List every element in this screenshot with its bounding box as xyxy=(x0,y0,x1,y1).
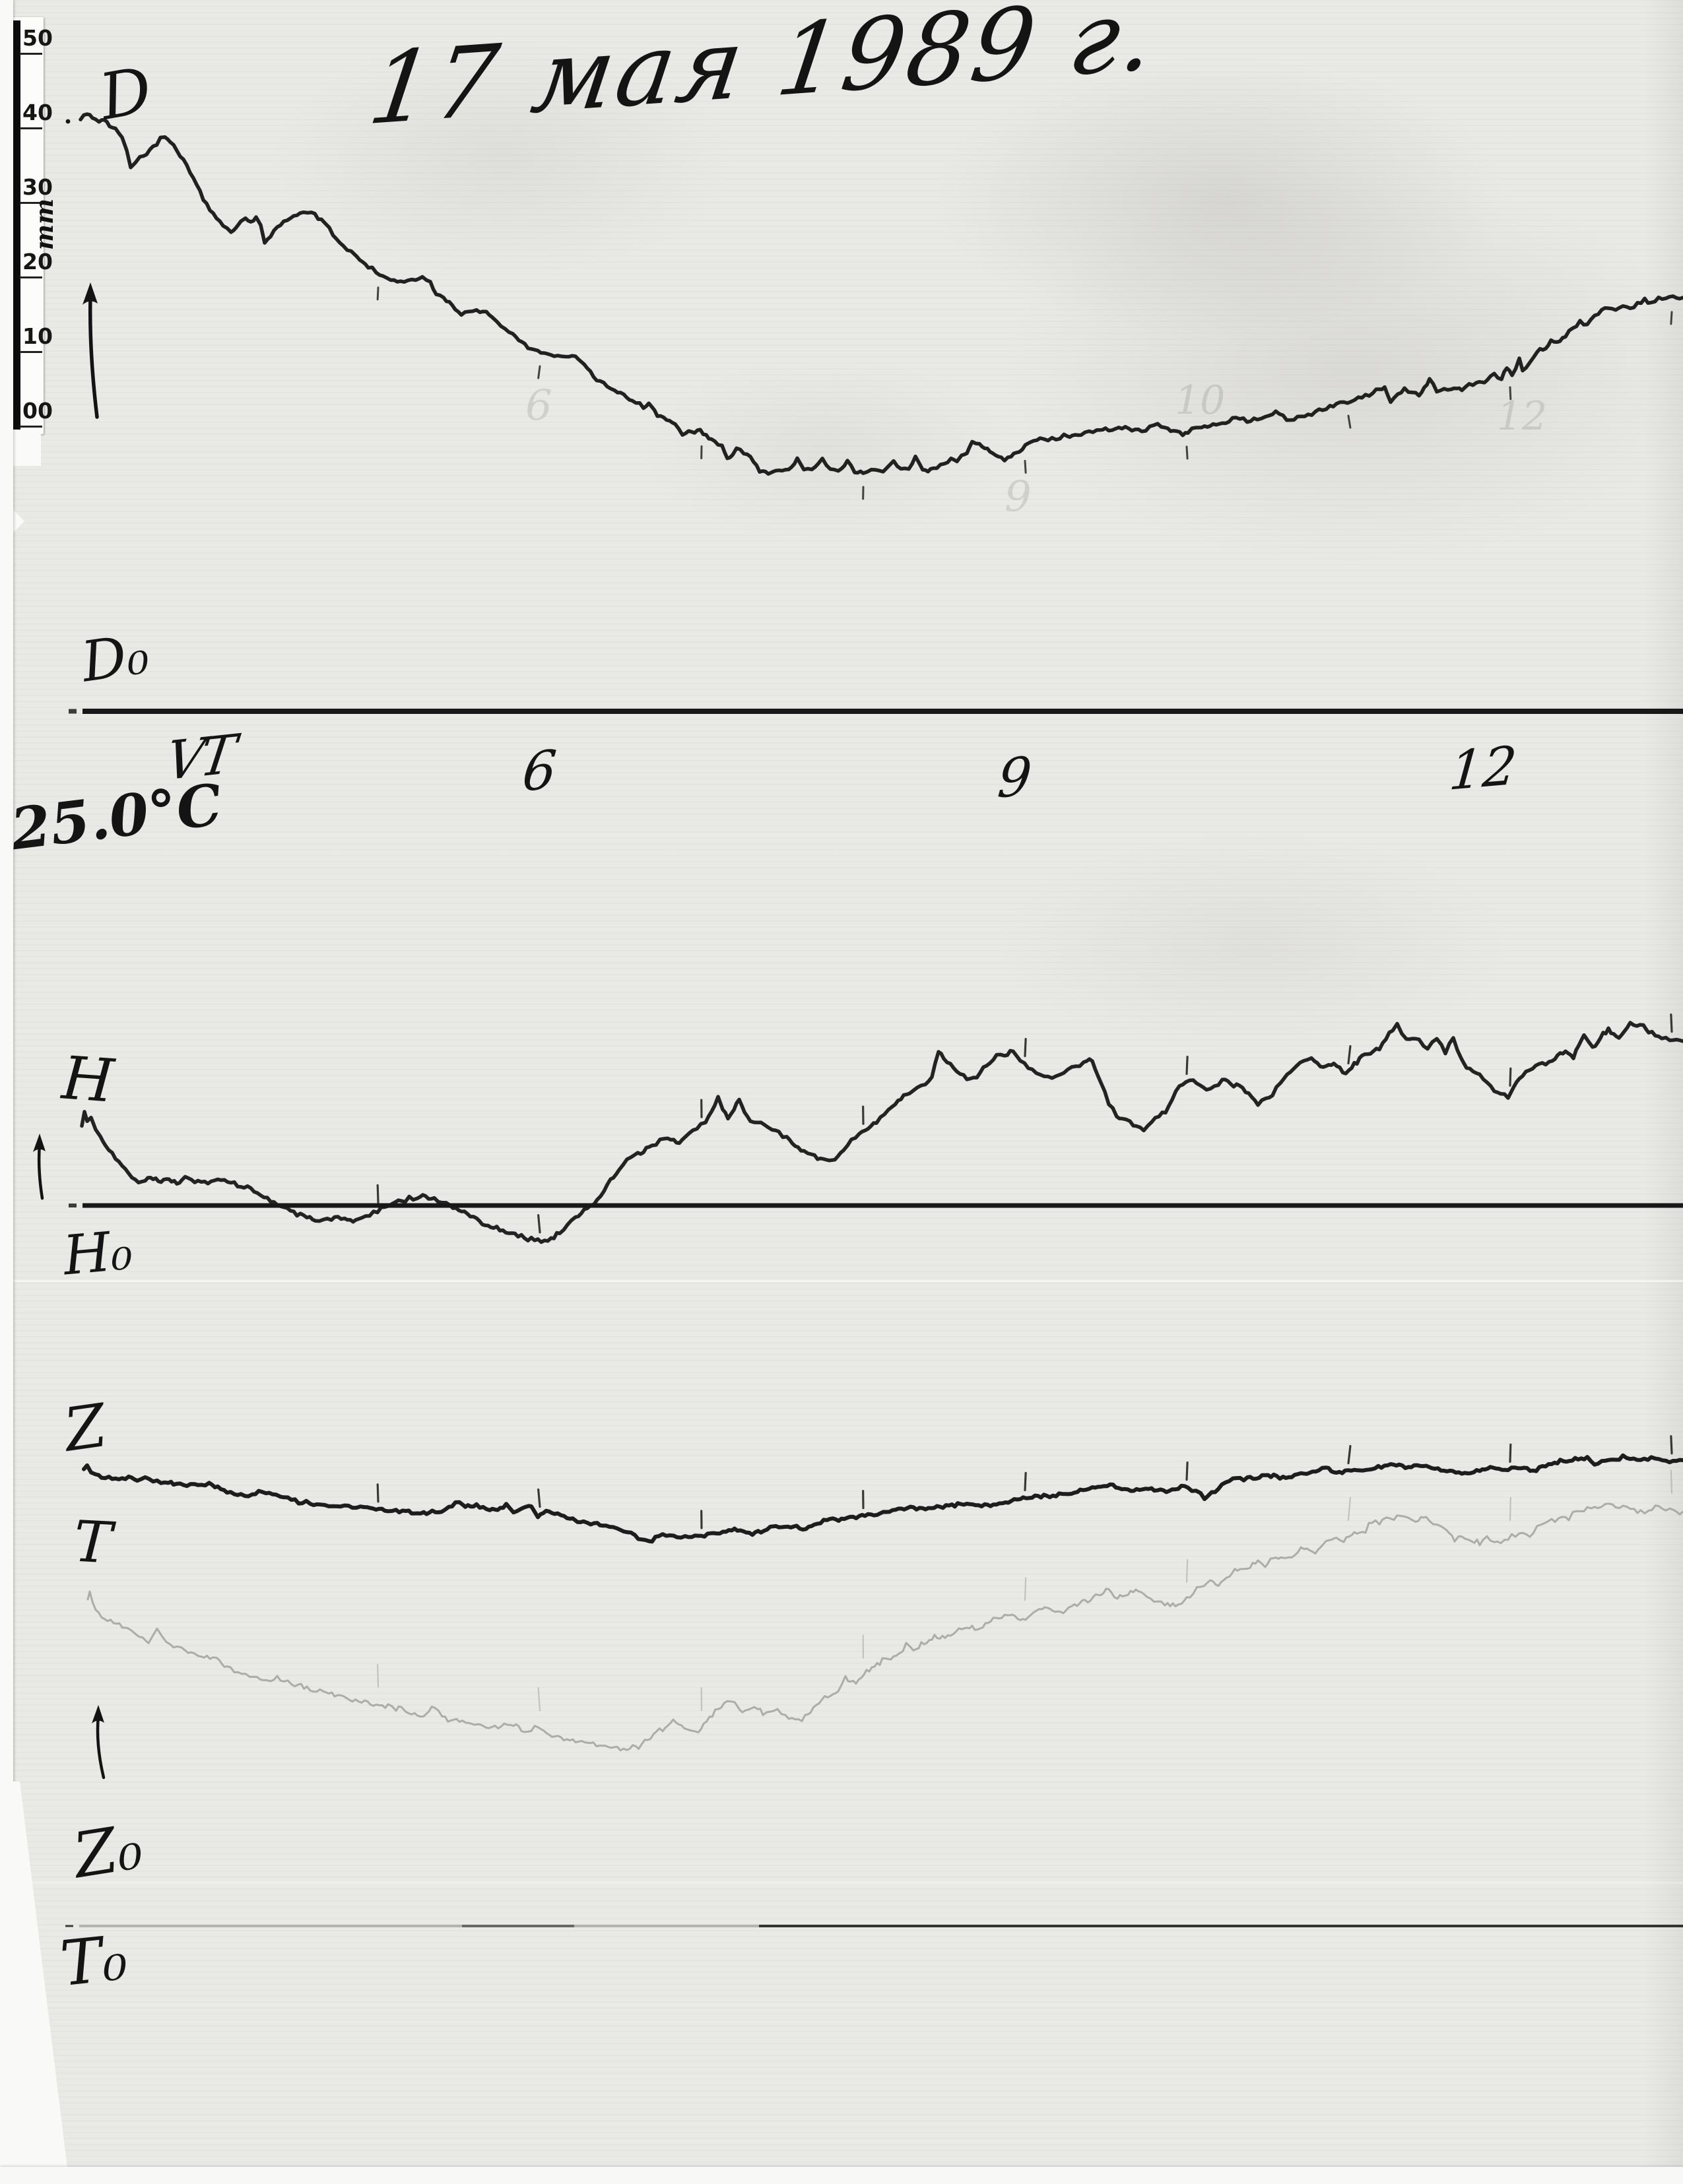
ruler-tick-label: 50 xyxy=(22,25,53,51)
ghost-hour-mark-10: 10 xyxy=(1175,377,1226,424)
hour-tick-D xyxy=(1347,414,1352,429)
ruler-tick-label: 00 xyxy=(22,398,53,424)
hour-tick-H xyxy=(1024,1037,1027,1058)
trace-T xyxy=(86,1502,1683,1752)
ruler-tick-50: 50 xyxy=(20,26,53,57)
hour-tick-T xyxy=(1347,1496,1352,1521)
hour-tick-Z xyxy=(1024,1471,1027,1491)
up-arrow-icon xyxy=(92,1705,106,1780)
hour-tick-T xyxy=(537,1687,541,1712)
hour-tick-Z xyxy=(537,1488,541,1508)
ruler-tick-30: 30 xyxy=(20,176,53,206)
trace-D xyxy=(79,112,1683,476)
hour-tick-Z xyxy=(1509,1443,1512,1463)
hour-tick-D xyxy=(1670,311,1673,325)
hour-tick-D xyxy=(1509,386,1512,401)
ruler-tick-label: 10 xyxy=(22,323,53,349)
ruler-tick-20: 20 xyxy=(20,250,53,280)
ruler-tick-10: 10 xyxy=(20,325,53,355)
scan-left-edge xyxy=(0,0,13,2184)
scan-bottom-edge xyxy=(0,2167,1683,2184)
trace-Z xyxy=(82,1453,1683,1544)
hour-tick-H xyxy=(1509,1067,1512,1087)
hour-tick-Z xyxy=(1347,1445,1352,1465)
ruler-tick-label: 20 xyxy=(22,249,53,274)
trace-H xyxy=(80,1021,1683,1244)
hour-tick-H xyxy=(1670,1013,1673,1033)
ghost-hour-mark-9: 9 xyxy=(1005,472,1032,521)
trace-D-lead-dot xyxy=(65,119,71,124)
ruler-tab xyxy=(11,430,41,466)
hour-tick-D xyxy=(537,365,541,379)
ruler-tick-label: 30 xyxy=(22,174,53,200)
hour-tick-H xyxy=(1347,1044,1352,1065)
up-arrow-icon xyxy=(82,282,99,419)
hour-tick-D xyxy=(1024,459,1027,474)
hour-tick-T xyxy=(1024,1577,1027,1601)
ghost-hour-mark-6: 6 xyxy=(525,381,552,430)
ruler-tick-00: 00 xyxy=(20,399,53,430)
hour-tick-T xyxy=(1670,1469,1673,1494)
up-arrow-icon xyxy=(33,1134,46,1200)
ruler-tick-label: 40 xyxy=(22,100,53,125)
ghost-hour-mark-12: 12 xyxy=(1497,393,1548,439)
ruler-tick-40: 40 xyxy=(20,101,53,131)
hour-tick-H xyxy=(537,1214,541,1234)
hour-tick-T xyxy=(1509,1496,1511,1522)
hour-tick-Z xyxy=(1670,1435,1673,1455)
